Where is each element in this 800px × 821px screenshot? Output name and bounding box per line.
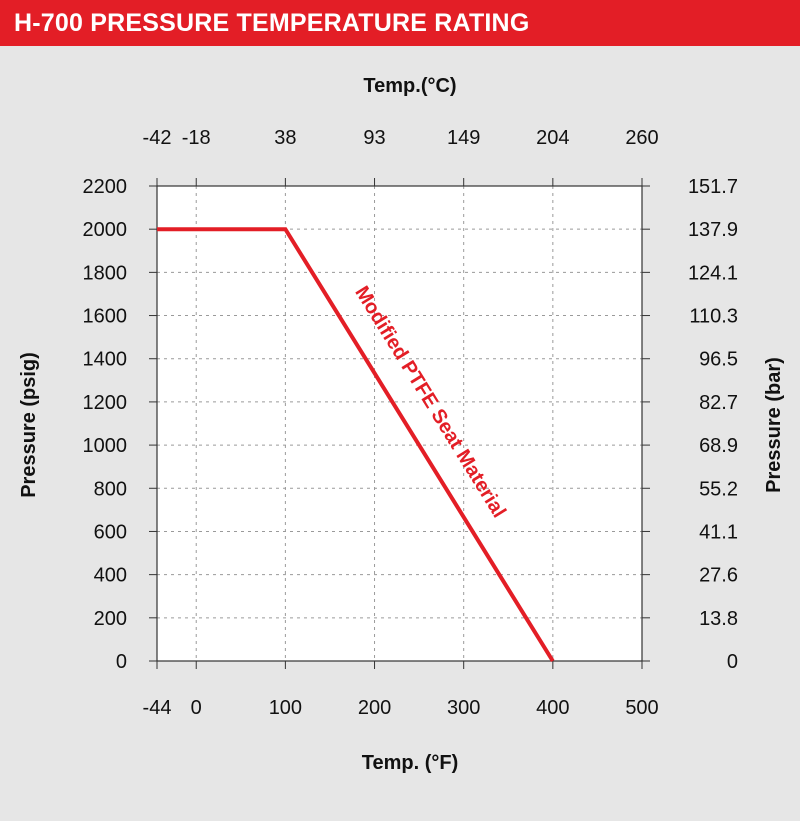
y-tick-label: 200: [94, 608, 127, 630]
y2-tick-label: 27.6: [699, 565, 738, 587]
x2-axis-label: Temp.(°C): [363, 75, 456, 97]
y2-tick-label: 137.9: [688, 219, 738, 241]
y2-tick-label: 110.3: [689, 306, 738, 328]
x-tick-label: 300: [447, 697, 480, 719]
x-tick-label: 200: [358, 697, 391, 719]
plot-area: [157, 186, 642, 661]
y-tick-label: 2200: [83, 176, 128, 198]
x2-tick-label: -42: [143, 127, 172, 149]
y-tick-label: 0: [116, 651, 127, 673]
y-tick-label: 1000: [83, 435, 128, 457]
x-tick-label: -44: [143, 697, 172, 719]
plot-frame: [156, 185, 643, 662]
y2-axis-label: Pressure (bar): [763, 357, 785, 493]
x2-tick-label: 93: [363, 127, 385, 149]
y2-tick-label: 124.1: [688, 262, 738, 284]
y2-tick-label: 55.2: [699, 478, 738, 500]
y2-tick-label: 68.9: [699, 435, 738, 457]
y-tick-label: 1800: [83, 262, 128, 284]
x2-tick-label: -18: [182, 127, 211, 149]
x-tick-label: 100: [269, 697, 302, 719]
y2-tick-label: 82.7: [699, 392, 738, 414]
y2-tick-label: 0: [727, 651, 738, 673]
y-tick-label: 600: [94, 521, 127, 543]
y-tick-label: 1400: [83, 349, 128, 371]
y-axis-label: Pressure (psig): [18, 352, 40, 498]
chart-header: H-700 PRESSURE TEMPERATURE RATING: [0, 0, 800, 46]
y2-tick-label: 151.7: [688, 176, 738, 198]
x-tick-label: 400: [536, 697, 569, 719]
x-axis-label: Temp. (°F): [362, 752, 459, 774]
y-tick-label: 1600: [83, 306, 128, 328]
y-tick-label: 2000: [83, 219, 128, 241]
x-tick-label: 0: [191, 697, 202, 719]
y-tick-label: 1200: [83, 392, 128, 414]
x2-tick-label: 260: [625, 127, 658, 149]
x2-tick-label: 38: [274, 127, 296, 149]
y-tick-label: 400: [94, 565, 127, 587]
x2-tick-label: 149: [447, 127, 480, 149]
y2-tick-label: 13.8: [699, 608, 738, 630]
x-tick-label: 500: [625, 697, 658, 719]
y2-tick-label: 96.5: [699, 349, 738, 371]
y-tick-label: 800: [94, 478, 127, 500]
y2-tick-label: 41.1: [699, 521, 738, 543]
series-line: [157, 227, 555, 663]
x2-tick-label: 204: [536, 127, 569, 149]
